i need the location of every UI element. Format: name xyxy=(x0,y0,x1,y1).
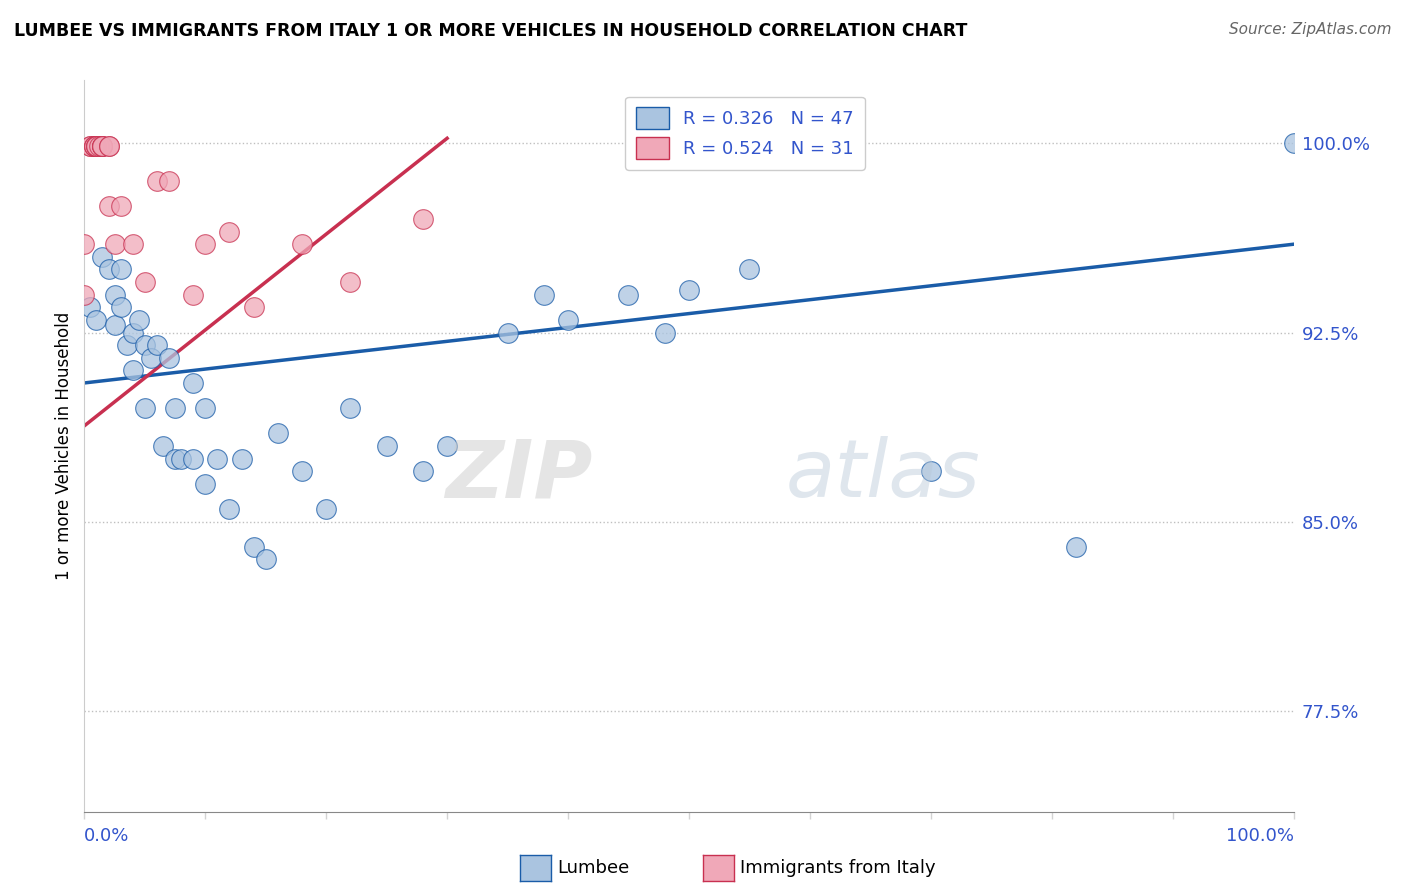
Text: ZIP: ZIP xyxy=(444,436,592,515)
Point xyxy=(139,351,162,365)
Text: 0.0%: 0.0% xyxy=(84,827,129,845)
Point xyxy=(79,139,101,153)
Point xyxy=(97,199,120,213)
Point xyxy=(315,502,337,516)
Point xyxy=(375,439,398,453)
Point xyxy=(110,300,132,314)
Point xyxy=(436,439,458,453)
Point xyxy=(134,401,156,416)
Point xyxy=(157,174,180,188)
Point xyxy=(104,237,127,252)
Point xyxy=(121,237,143,252)
Point xyxy=(121,326,143,340)
Point xyxy=(128,313,150,327)
Point xyxy=(87,139,110,153)
Point xyxy=(267,426,290,441)
Point xyxy=(110,262,132,277)
Point xyxy=(412,464,434,478)
Point xyxy=(79,300,101,314)
Point xyxy=(181,287,204,301)
Point xyxy=(218,225,240,239)
Point xyxy=(115,338,138,352)
Point xyxy=(738,262,761,277)
Point xyxy=(104,318,127,332)
Point xyxy=(86,139,108,153)
Point xyxy=(181,451,204,466)
Point xyxy=(86,313,108,327)
Point xyxy=(678,283,700,297)
Point xyxy=(121,363,143,377)
Point xyxy=(194,476,217,491)
Point xyxy=(533,287,555,301)
Point xyxy=(157,351,180,365)
Point xyxy=(170,451,193,466)
Point xyxy=(83,139,105,153)
Point xyxy=(152,439,174,453)
Point xyxy=(86,139,108,153)
Point xyxy=(557,313,579,327)
Text: Immigrants from Italy: Immigrants from Italy xyxy=(740,859,935,877)
Point xyxy=(97,262,120,277)
Point xyxy=(91,250,114,264)
Point xyxy=(91,139,114,153)
Point xyxy=(218,502,240,516)
Point xyxy=(97,139,120,153)
Point xyxy=(83,139,105,153)
Point xyxy=(207,451,229,466)
Point xyxy=(1282,136,1305,151)
Point xyxy=(134,275,156,289)
Point xyxy=(291,237,314,252)
Y-axis label: 1 or more Vehicles in Household: 1 or more Vehicles in Household xyxy=(55,312,73,580)
Point xyxy=(339,275,361,289)
Text: LUMBEE VS IMMIGRANTS FROM ITALY 1 OR MORE VEHICLES IN HOUSEHOLD CORRELATION CHAR: LUMBEE VS IMMIGRANTS FROM ITALY 1 OR MOR… xyxy=(14,22,967,40)
Point xyxy=(181,376,204,390)
Point xyxy=(920,464,942,478)
Point xyxy=(254,552,277,566)
Point xyxy=(86,139,108,153)
Point xyxy=(79,139,101,153)
Point xyxy=(91,139,114,153)
Text: atlas: atlas xyxy=(786,436,980,515)
Point xyxy=(1064,540,1087,554)
Point xyxy=(654,326,676,340)
Point xyxy=(97,139,120,153)
Point xyxy=(73,287,96,301)
Point xyxy=(91,139,114,153)
Point xyxy=(231,451,253,466)
Point xyxy=(163,401,186,416)
Point xyxy=(146,338,169,352)
Text: Lumbee: Lumbee xyxy=(557,859,628,877)
Legend: R = 0.326   N = 47, R = 0.524   N = 31: R = 0.326 N = 47, R = 0.524 N = 31 xyxy=(626,96,865,169)
Point xyxy=(194,401,217,416)
Point xyxy=(91,139,114,153)
Point xyxy=(291,464,314,478)
Point xyxy=(104,287,127,301)
Point xyxy=(496,326,519,340)
Point xyxy=(242,300,264,314)
Point xyxy=(412,212,434,227)
Point xyxy=(83,139,105,153)
Point xyxy=(134,338,156,352)
Point xyxy=(163,451,186,466)
Point xyxy=(73,237,96,252)
Point xyxy=(146,174,169,188)
Text: 100.0%: 100.0% xyxy=(1226,827,1294,845)
Point xyxy=(339,401,361,416)
Point xyxy=(242,540,264,554)
Point xyxy=(617,287,640,301)
Text: Source: ZipAtlas.com: Source: ZipAtlas.com xyxy=(1229,22,1392,37)
Point xyxy=(194,237,217,252)
Point xyxy=(110,199,132,213)
